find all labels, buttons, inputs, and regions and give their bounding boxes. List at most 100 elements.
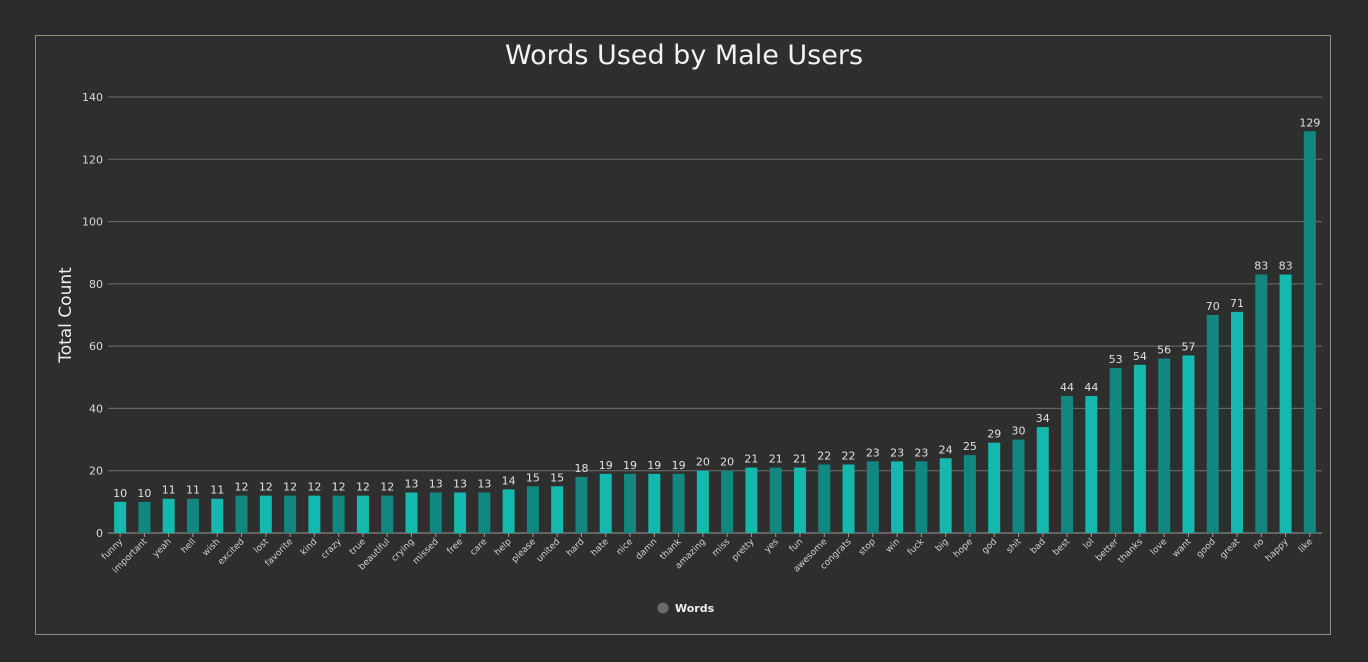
bar-beautiful[interactable] <box>381 495 394 533</box>
bar-favorite[interactable] <box>284 495 297 533</box>
bar-lost[interactable] <box>259 495 272 533</box>
bar-kind[interactable] <box>308 495 321 533</box>
bar-yes[interactable] <box>769 467 782 533</box>
value-label-pretty: 21 <box>744 453 758 466</box>
bar-fuck[interactable] <box>915 461 928 533</box>
value-label-lost: 12 <box>259 481 273 494</box>
value-label-lol: 44 <box>1084 381 1098 394</box>
bar-wish[interactable] <box>211 498 224 533</box>
value-label-god: 29 <box>987 428 1001 441</box>
bar-miss[interactable] <box>721 470 734 533</box>
x-tick-label-good: good <box>1195 537 1218 560</box>
bar-funny[interactable] <box>114 501 127 533</box>
x-tick-label-true: true <box>348 537 368 557</box>
bar-congrats[interactable] <box>842 464 855 533</box>
bar-important[interactable] <box>138 501 151 533</box>
bar-win[interactable] <box>891 461 904 533</box>
value-label-big: 24 <box>939 443 953 456</box>
bar-true[interactable] <box>356 495 369 533</box>
bar-damn[interactable] <box>648 473 661 533</box>
bar-excited[interactable] <box>235 495 248 533</box>
bar-hope[interactable] <box>963 455 976 533</box>
bar-like[interactable] <box>1303 131 1316 533</box>
value-labels: 10 10 11 11 11 12 12 12 12 12 12 12 13 13 13 13 14 15 15 18… <box>113 116 1320 500</box>
value-label-please: 15 <box>526 471 540 484</box>
bar-hard[interactable] <box>575 476 588 533</box>
y-tick-label: 100 <box>82 216 103 229</box>
bar-united[interactable] <box>551 486 564 533</box>
bar-awesome[interactable] <box>818 464 831 533</box>
bar-best[interactable] <box>1061 395 1074 533</box>
value-label-kind: 12 <box>307 481 321 494</box>
value-label-stop: 23 <box>866 446 880 459</box>
y-tick-label: 140 <box>82 91 103 104</box>
x-tick-label-pretty: pretty <box>730 537 757 564</box>
x-tick-label-hope: hope <box>952 537 975 560</box>
bar-love[interactable] <box>1158 358 1171 533</box>
bar-hell[interactable] <box>186 498 199 533</box>
x-tick-label-care: care <box>469 537 490 558</box>
bar-shit[interactable] <box>1012 439 1025 533</box>
x-tick-label-excited: excited <box>216 537 246 567</box>
bar-fun[interactable] <box>793 467 806 533</box>
value-label-free: 13 <box>453 478 467 491</box>
value-label-love: 56 <box>1157 344 1171 357</box>
bar-bad[interactable] <box>1036 427 1049 533</box>
bar-amazing[interactable] <box>696 470 709 533</box>
x-tick-label-nice: nice <box>615 537 636 558</box>
bar-missed[interactable] <box>429 492 442 533</box>
x-tick-label-kind: kind <box>299 537 320 558</box>
value-label-shit: 30 <box>1012 425 1026 438</box>
bar-yeah[interactable] <box>162 498 175 533</box>
x-tick-label-missed: missed <box>411 537 441 567</box>
value-label-want: 57 <box>1181 340 1195 353</box>
bar-crazy[interactable] <box>332 495 345 533</box>
bar-nice[interactable] <box>624 473 637 533</box>
bar-hate[interactable] <box>599 473 612 533</box>
value-label-crazy: 12 <box>332 481 346 494</box>
value-label-true: 12 <box>356 481 370 494</box>
value-label-fuck: 23 <box>914 446 928 459</box>
bar-thank[interactable] <box>672 473 685 533</box>
value-label-care: 13 <box>477 478 491 491</box>
bar-lol[interactable] <box>1085 395 1098 533</box>
value-label-like: 129 <box>1299 116 1320 129</box>
bar-pretty[interactable] <box>745 467 758 533</box>
bar-care[interactable] <box>478 492 491 533</box>
x-tick-label-big: big <box>934 537 951 554</box>
bar-help[interactable] <box>502 489 515 533</box>
bar-want[interactable] <box>1182 355 1195 533</box>
bar-happy[interactable] <box>1279 274 1292 533</box>
value-label-best: 44 <box>1060 381 1074 394</box>
x-tick-label-shit: shit <box>1005 537 1024 556</box>
x-tick-label-lol: lol <box>1082 537 1097 552</box>
x-tick-label-hate: hate <box>589 537 611 559</box>
bar-good[interactable] <box>1206 315 1219 533</box>
value-label-united: 15 <box>550 471 564 484</box>
bar-better[interactable] <box>1109 367 1122 533</box>
x-tick-label-bad: bad <box>1029 537 1048 556</box>
x-tick-label-like: like <box>1297 537 1315 555</box>
value-label-hate: 19 <box>599 459 613 472</box>
bar-great[interactable] <box>1231 311 1244 533</box>
x-tick-label-thanks: thanks <box>1116 537 1145 566</box>
bar-no[interactable] <box>1255 274 1268 533</box>
x-tick-label-hard: hard <box>565 537 587 559</box>
legend[interactable]: Words <box>657 602 715 615</box>
bar-thanks[interactable] <box>1133 364 1146 533</box>
y-tick-label: 80 <box>89 278 103 291</box>
bar-stop[interactable] <box>866 461 879 533</box>
bar-free[interactable] <box>454 492 467 533</box>
x-tick-label-fun: fun <box>788 537 805 554</box>
bar-please[interactable] <box>526 486 539 533</box>
y-tick-label: 60 <box>89 340 103 353</box>
x-tick-label-happy: happy <box>1264 537 1291 564</box>
value-label-hell: 11 <box>186 484 200 497</box>
value-label-thanks: 54 <box>1133 350 1147 363</box>
bar-god[interactable] <box>988 442 1001 533</box>
bar-crying[interactable] <box>405 492 418 533</box>
bar-big[interactable] <box>939 458 952 533</box>
x-tick-label-damn: damn <box>634 537 659 562</box>
value-label-crying: 13 <box>405 478 419 491</box>
x-tick-label-stop: stop <box>857 537 878 558</box>
